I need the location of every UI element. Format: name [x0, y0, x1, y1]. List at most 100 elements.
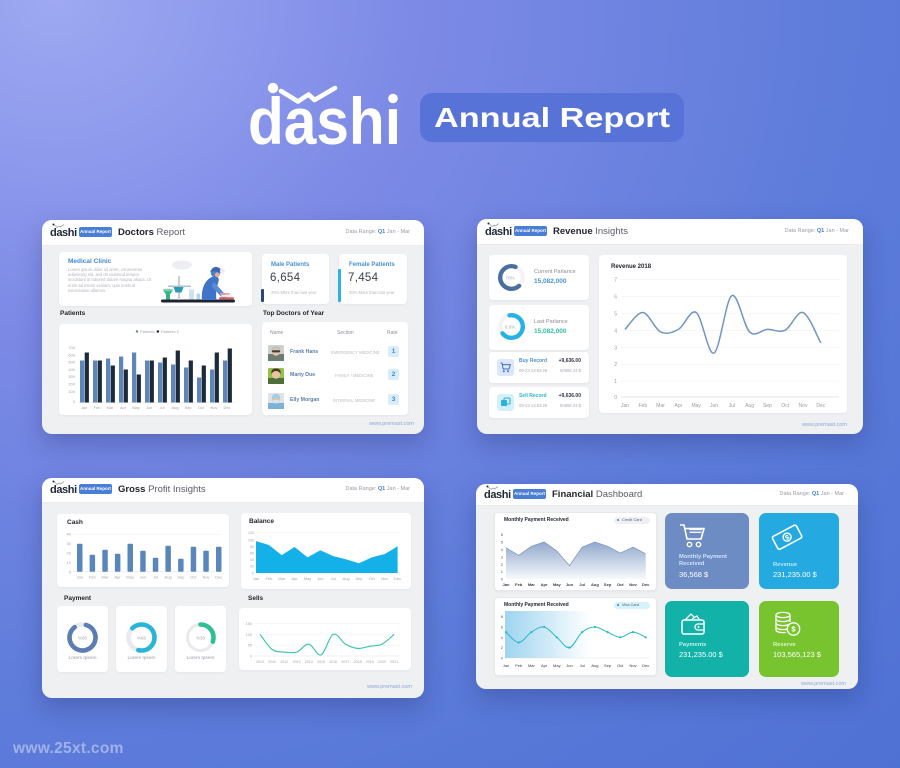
svg-text:4: 4 — [614, 328, 617, 334]
svg-text:Oct: Oct — [369, 576, 376, 581]
svg-text:Mar: Mar — [107, 405, 115, 410]
svg-text:Oct: Oct — [617, 663, 624, 668]
svg-text:Apr: Apr — [541, 582, 548, 587]
svg-text:Dec: Dec — [642, 582, 650, 587]
svg-text:6.0%: 6.0% — [505, 325, 515, 330]
svg-text:Dec: Dec — [816, 403, 825, 409]
svg-text:May: May — [304, 576, 312, 581]
svg-text:80: 80 — [250, 545, 254, 549]
svg-text:Jul: Jul — [729, 403, 735, 409]
svg-text:Feb: Feb — [89, 575, 97, 580]
svg-text:May: May — [553, 663, 561, 668]
svg-text:0: 0 — [501, 577, 504, 582]
svg-text:%66: %66 — [137, 636, 147, 641]
svg-text:2018: 2018 — [354, 660, 362, 664]
svg-text:Mar: Mar — [102, 575, 110, 580]
svg-text:Oct: Oct — [198, 405, 205, 410]
svg-text:0: 0 — [69, 569, 72, 574]
svg-text:Aug: Aug — [591, 582, 599, 587]
svg-text:2013: 2013 — [293, 660, 301, 664]
svg-text:10: 10 — [67, 560, 72, 565]
svg-text:2: 2 — [501, 562, 504, 567]
svg-text:40: 40 — [250, 558, 254, 562]
svg-text:0: 0 — [614, 395, 617, 401]
svg-text:2021: 2021 — [390, 660, 398, 664]
svg-text:Nov: Nov — [629, 663, 636, 668]
svg-text:Apr: Apr — [114, 575, 121, 580]
svg-text:0: 0 — [73, 399, 76, 404]
svg-text:Nov: Nov — [210, 405, 217, 410]
svg-text:$: $ — [791, 625, 796, 634]
svg-text:Jun: Jun — [566, 663, 572, 668]
svg-text:Apr: Apr — [120, 405, 127, 410]
svg-text:Sep: Sep — [604, 663, 612, 668]
svg-text:6: 6 — [501, 625, 504, 630]
svg-text:Nov: Nov — [629, 582, 637, 587]
svg-text:Mar: Mar — [278, 576, 286, 581]
svg-text:5: 5 — [501, 540, 504, 545]
svg-text:Revenue 2018: Revenue 2018 — [611, 264, 652, 270]
svg-text:400: 400 — [68, 367, 75, 372]
svg-text:Aug: Aug — [745, 403, 754, 409]
svg-text:Feb: Feb — [265, 576, 273, 581]
svg-text:0: 0 — [501, 656, 504, 661]
svg-text:40: 40 — [67, 532, 72, 537]
svg-text:Aug: Aug — [343, 576, 350, 581]
svg-text:5: 5 — [614, 312, 617, 318]
svg-text:May: May — [132, 405, 140, 410]
svg-text:Jul: Jul — [579, 582, 585, 587]
svg-text:Oct: Oct — [617, 582, 624, 587]
svg-text:Dec: Dec — [223, 405, 230, 410]
svg-text:Sep: Sep — [604, 582, 612, 587]
svg-text:2010: 2010 — [256, 660, 264, 664]
svg-text:600: 600 — [68, 352, 75, 357]
svg-text:Jul: Jul — [331, 576, 336, 581]
svg-text:Sep: Sep — [763, 403, 772, 409]
svg-text:Oct: Oct — [781, 403, 789, 409]
svg-text:Jan: Jan — [621, 403, 629, 409]
svg-text:Jun: Jun — [566, 582, 574, 587]
svg-text:Feb: Feb — [94, 405, 102, 410]
svg-text:Aug: Aug — [165, 575, 172, 580]
svg-text:30: 30 — [67, 541, 72, 546]
svg-text:50: 50 — [248, 644, 252, 648]
svg-text:Jan: Jan — [76, 575, 82, 580]
svg-text:2019: 2019 — [366, 660, 374, 664]
svg-text:2012: 2012 — [280, 660, 288, 664]
svg-text:Jul: Jul — [580, 663, 585, 668]
svg-text:1: 1 — [501, 569, 504, 574]
svg-text:2011: 2011 — [268, 660, 276, 664]
svg-text:0: 0 — [250, 655, 252, 659]
svg-text:2020: 2020 — [378, 660, 386, 664]
svg-text:Dec: Dec — [394, 576, 401, 581]
svg-text:Apr: Apr — [541, 663, 548, 668]
svg-text:100: 100 — [246, 633, 252, 637]
svg-text:100: 100 — [68, 389, 75, 394]
svg-text:Jun: Jun — [140, 575, 146, 580]
svg-text:Jan: Jan — [81, 405, 87, 410]
svg-text:May: May — [126, 575, 134, 580]
svg-text:3: 3 — [614, 345, 617, 351]
svg-text:4: 4 — [501, 635, 504, 640]
svg-text:Dec: Dec — [642, 663, 649, 668]
svg-text:Feb: Feb — [638, 403, 647, 409]
svg-text:4: 4 — [501, 547, 504, 552]
svg-text:Mar: Mar — [528, 663, 536, 668]
svg-text:%30: %30 — [196, 636, 206, 641]
svg-text:Jan: Jan — [253, 576, 259, 581]
svg-text:May: May — [691, 403, 701, 409]
svg-text:0: 0 — [252, 572, 254, 576]
svg-text:300: 300 — [68, 374, 75, 379]
svg-text:Jul: Jul — [153, 575, 158, 580]
svg-text:100: 100 — [248, 539, 254, 543]
svg-text:60: 60 — [250, 552, 254, 556]
svg-text:1: 1 — [614, 379, 617, 385]
svg-text:Feb: Feb — [515, 582, 523, 587]
svg-text:Feb: Feb — [515, 663, 523, 668]
svg-text:8: 8 — [501, 614, 504, 619]
svg-text:6: 6 — [614, 295, 617, 301]
svg-text:3: 3 — [501, 554, 504, 559]
svg-text:Apr: Apr — [291, 576, 298, 581]
svg-text:Jun: Jun — [317, 576, 323, 581]
svg-text:$: $ — [784, 534, 791, 542]
